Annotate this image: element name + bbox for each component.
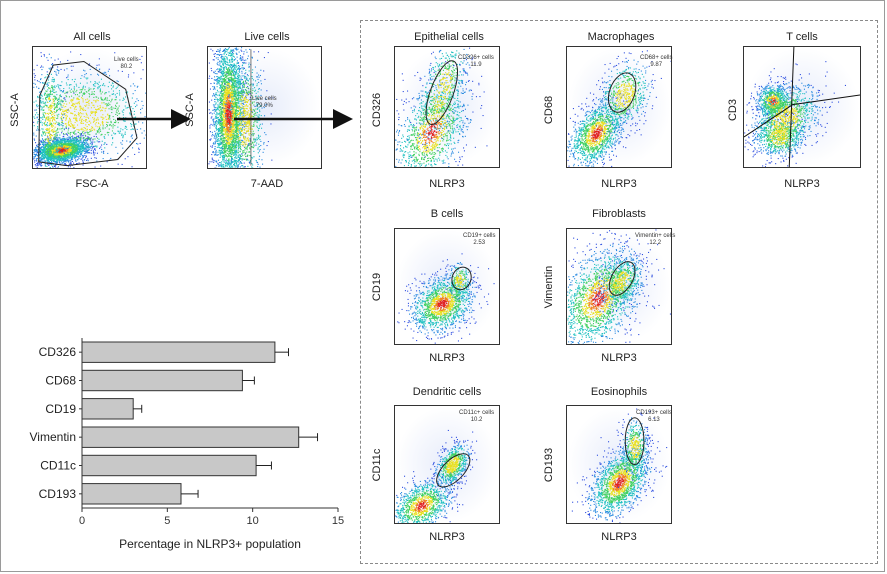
- density-scatter: [744, 47, 860, 167]
- gate-name: CD19+ cells: [463, 233, 496, 239]
- density-scatter: [567, 229, 671, 344]
- gate-name: CD68+ cells: [640, 55, 673, 61]
- gate-polygon: [38, 60, 138, 167]
- plot-xlabel-macrophages: NLRP3: [566, 178, 672, 190]
- gate-ellipse: [624, 417, 645, 465]
- flow-plot-dendritic: [394, 405, 500, 524]
- gate-value: 6.13: [648, 417, 660, 423]
- plot-xlabel-all-cells: FSC-A: [32, 178, 152, 190]
- gate-name: CD193+ cells: [636, 410, 672, 416]
- category-label-cd19: CD19: [45, 402, 76, 416]
- bar-cd193: [81, 483, 182, 505]
- category-label-cd193: CD193: [39, 487, 77, 501]
- plot-title-eosinophils: Eosinophils: [566, 386, 672, 398]
- gate-ellipse: [607, 72, 637, 113]
- flow-plot-live-cells: [207, 46, 322, 169]
- flow-plot-macrophages: [566, 46, 672, 168]
- x-tick-label: 0: [79, 515, 85, 527]
- bar-cd68: [81, 369, 243, 392]
- gate-ellipse: [436, 453, 471, 488]
- gate-quadrant-vertical: [788, 47, 795, 167]
- density-scatter: [567, 50, 671, 167]
- gate-name: Vimentin+ cells: [635, 233, 675, 239]
- gate-value: 11.9: [470, 62, 481, 68]
- flow-plot-eosinophils: [566, 405, 672, 524]
- density-scatter: [33, 51, 146, 168]
- plot-xlabel-epithelial: NLRP3: [394, 178, 500, 190]
- plot-xlabel-bcells: NLRP3: [394, 352, 500, 364]
- flow-plot-bcells: [394, 228, 500, 345]
- gate-name: Live cells: [252, 96, 277, 102]
- gate-ellipse: [425, 60, 459, 125]
- gate-label-epithelial: CD326+ cells 11.9: [458, 55, 494, 69]
- plot-title-epithelial: Epithelial cells: [394, 31, 504, 43]
- plot-title-fibroblasts: Fibroblasts: [566, 208, 672, 220]
- bar-cd19: [81, 398, 134, 420]
- density-scatter: [571, 408, 668, 523]
- cell-type-panel-border: [360, 20, 878, 564]
- category-label-cd11c: CD11c: [40, 459, 76, 473]
- gate-ellipse: [451, 266, 472, 291]
- bar-x-axis-label: Percentage in NLRP3+ population: [119, 537, 301, 551]
- plot-xlabel-tcells: NLRP3: [743, 178, 861, 190]
- gate-value: 12.2: [649, 240, 661, 246]
- gate-label-live-cells: Live cells 79.0%: [252, 96, 277, 110]
- gate-ellipse: [608, 261, 636, 296]
- x-tick-label: 10: [247, 515, 259, 527]
- gate-value: 10.2: [471, 417, 483, 423]
- plot-xlabel-eosinophils: NLRP3: [566, 531, 672, 543]
- gate-label-dendritic: CD11c+ cells 10.2: [459, 410, 494, 424]
- density-scatter: [395, 47, 488, 167]
- plot-title-bcells: B cells: [394, 208, 500, 220]
- category-label-cd326: CD326: [39, 345, 77, 359]
- gate-value: 79.0%: [256, 103, 273, 109]
- density-scatter: [397, 253, 495, 344]
- gate-label-bcells: CD19+ cells 2.53: [463, 233, 496, 247]
- category-label-vimentin: Vimentin: [30, 430, 76, 444]
- plot-xlabel-live-cells: 7-AAD: [207, 178, 327, 190]
- plot-title-live-cells: Live cells: [207, 31, 327, 43]
- density-scatter: [208, 47, 274, 168]
- plot-title-dendritic: Dendritic cells: [394, 386, 500, 398]
- gate-name: CD326+ cells: [458, 55, 494, 61]
- plot-title-tcells: T cells: [743, 31, 861, 43]
- x-tick-label: 15: [332, 515, 344, 527]
- plot-title-macrophages: Macrophages: [566, 31, 676, 43]
- density-scatter: [395, 429, 478, 523]
- flow-plot-epithelial: [394, 46, 500, 168]
- plot-xlabel-fibroblasts: NLRP3: [566, 352, 672, 364]
- category-label-cd68: CD68: [45, 374, 76, 388]
- flow-plot-all-cells: [32, 46, 147, 169]
- plot-xlabel-dendritic: NLRP3: [394, 531, 500, 543]
- bar-cd11c: [81, 454, 257, 477]
- gate-value: 80.2: [121, 64, 133, 70]
- gate-label-macrophages: CD68+ cells 9.87: [640, 55, 673, 69]
- bar-cd326: [81, 341, 276, 363]
- gate-value: 2.53: [473, 240, 485, 246]
- gate-name: CD11c+ cells: [459, 410, 494, 416]
- flow-plot-tcells: [743, 46, 861, 168]
- gate-quadrant-horizontal: [744, 94, 860, 138]
- bar-vimentin: [81, 426, 300, 448]
- gate-value: 9.87: [650, 62, 662, 68]
- gate-label-fibroblasts: Vimentin+ cells 12.2: [635, 233, 675, 247]
- gate-name: Live cells: [114, 57, 139, 63]
- gate-label-all-cells: Live cells 80.2: [114, 57, 139, 71]
- flow-plot-fibroblasts: [566, 228, 672, 345]
- plot-title-all-cells: All cells: [32, 31, 152, 43]
- gate-label-eosinophils: CD193+ cells 6.13: [636, 410, 672, 424]
- x-tick-label: 5: [164, 515, 170, 527]
